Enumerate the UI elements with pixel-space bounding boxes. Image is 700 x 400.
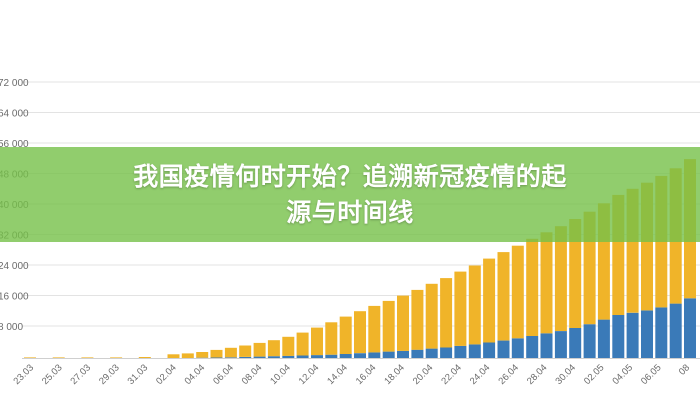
x-tick-label: 27.03 xyxy=(69,362,94,387)
bar-series-a xyxy=(511,245,524,339)
bar-series-b xyxy=(224,357,237,359)
bar-series-b xyxy=(540,333,553,359)
bar-series-b xyxy=(267,356,280,359)
bar-series-b xyxy=(483,342,496,359)
bar-series-a xyxy=(569,219,582,328)
bar-series-a xyxy=(325,322,338,355)
bar-series-b xyxy=(454,345,467,359)
x-tick-label: 06.04 xyxy=(211,362,236,387)
bar-series-b xyxy=(468,344,481,359)
bar-series-a xyxy=(138,357,151,359)
bar-series-a xyxy=(339,316,352,354)
bar-series-a xyxy=(497,252,510,341)
x-tick-label: 28.04 xyxy=(525,362,550,387)
bar-series-a xyxy=(425,283,438,349)
bar-series-a xyxy=(267,340,280,357)
bar-series-b xyxy=(511,338,524,359)
bar-series-a xyxy=(181,353,194,358)
x-axis-tick-labels: 23.03 25.03 27.03 29.03 31.03 02.04 04.04 06.04… xyxy=(12,362,693,387)
bar-series-a xyxy=(368,305,381,353)
banner-title-line-2: 源与时间线 xyxy=(286,197,414,227)
x-tick-label: 31.03 xyxy=(126,362,151,387)
bar-series-b xyxy=(440,347,453,359)
bar-series-a xyxy=(224,347,237,358)
bar-series-a xyxy=(210,349,223,358)
bar-series-b xyxy=(626,312,639,359)
bar-series-b xyxy=(282,355,295,359)
bar-series-a xyxy=(397,295,409,351)
bar-series-a xyxy=(253,342,266,357)
y-tick-label: 64 000 xyxy=(0,109,29,120)
bar-series-b xyxy=(325,354,338,359)
x-tick-label: 26.04 xyxy=(496,362,521,387)
x-tick-label: 25.03 xyxy=(40,362,65,387)
bar-series-b xyxy=(397,350,409,359)
bar-series-b xyxy=(425,348,438,359)
bar-series-b xyxy=(554,331,567,359)
bar-series-a xyxy=(311,327,323,356)
title-banner: 我国疫情何时开始？追溯新冠疫情的起 源与时间线 xyxy=(0,147,700,242)
x-tick-label: 02.04 xyxy=(154,362,179,387)
bar-series-b xyxy=(669,303,682,359)
bar-series-b xyxy=(296,355,309,359)
y-tick-label: 72 000 xyxy=(0,78,29,89)
x-tick-label: 24.04 xyxy=(468,362,493,387)
bar-series-a xyxy=(239,345,252,357)
y-tick-label: 8 000 xyxy=(0,322,23,333)
y-tick-label: 56 000 xyxy=(0,139,29,150)
bar-series-a xyxy=(354,311,366,354)
bar-series-b xyxy=(239,357,252,359)
x-tick-label: 16.04 xyxy=(354,362,379,387)
bar-series-b xyxy=(641,310,653,359)
bar-series-b xyxy=(655,307,668,359)
bar-series-a xyxy=(440,278,453,348)
bar-series-a xyxy=(468,265,481,345)
y-tick-label: 24 000 xyxy=(0,261,29,272)
bar-series-b xyxy=(368,352,381,359)
x-tick-label: 14.04 xyxy=(325,362,350,387)
x-tick-label: 04.04 xyxy=(183,362,208,387)
bar-series-b xyxy=(411,349,424,359)
x-tick-label: 12.04 xyxy=(297,362,322,387)
bar-series-a xyxy=(411,289,424,350)
x-tick-label: 04.05 xyxy=(611,362,636,387)
bar-series-b xyxy=(382,351,395,359)
y-tick-label: 16 000 xyxy=(0,292,29,303)
bar-series-b xyxy=(569,328,582,359)
bar-series-a xyxy=(196,352,209,358)
bar-series-b xyxy=(253,356,266,359)
x-tick-label: 10.04 xyxy=(268,362,293,387)
x-tick-label: 08.04 xyxy=(240,362,265,387)
bar-series-b xyxy=(583,324,596,359)
bar-series-a xyxy=(454,271,467,346)
bar-series-b xyxy=(612,315,625,359)
bar-series-a xyxy=(282,336,295,356)
bar-series-a xyxy=(296,332,309,356)
bar-series-b xyxy=(684,298,696,359)
bar-series-a xyxy=(526,238,539,336)
bar-series-a xyxy=(540,232,553,334)
x-tick-label: 06.05 xyxy=(639,362,664,387)
banner-title-line-1: 我国疫情何时开始？追溯新冠疫情的起 xyxy=(133,161,567,191)
x-tick-label: 30.04 xyxy=(553,362,578,387)
bar-series-b xyxy=(597,319,610,359)
bar-series-b xyxy=(526,336,539,359)
x-tick-label: 02.05 xyxy=(582,362,607,387)
bar-series-a xyxy=(382,300,395,352)
x-tick-label: 29.03 xyxy=(97,362,122,387)
x-tick-label: 08 xyxy=(677,362,692,377)
x-tick-label: 23.03 xyxy=(12,362,37,387)
x-tick-label: 18.04 xyxy=(382,362,407,387)
bar-series-a xyxy=(167,354,180,359)
bar-series-b xyxy=(497,340,510,359)
bar-series-b xyxy=(354,353,366,359)
bar-series-b xyxy=(311,355,323,359)
bar-series-a xyxy=(554,226,567,331)
bar-series-b xyxy=(339,353,352,359)
bar-series-a xyxy=(483,258,496,343)
x-tick-label: 22.04 xyxy=(439,362,464,387)
x-tick-label: 20.04 xyxy=(411,362,436,387)
